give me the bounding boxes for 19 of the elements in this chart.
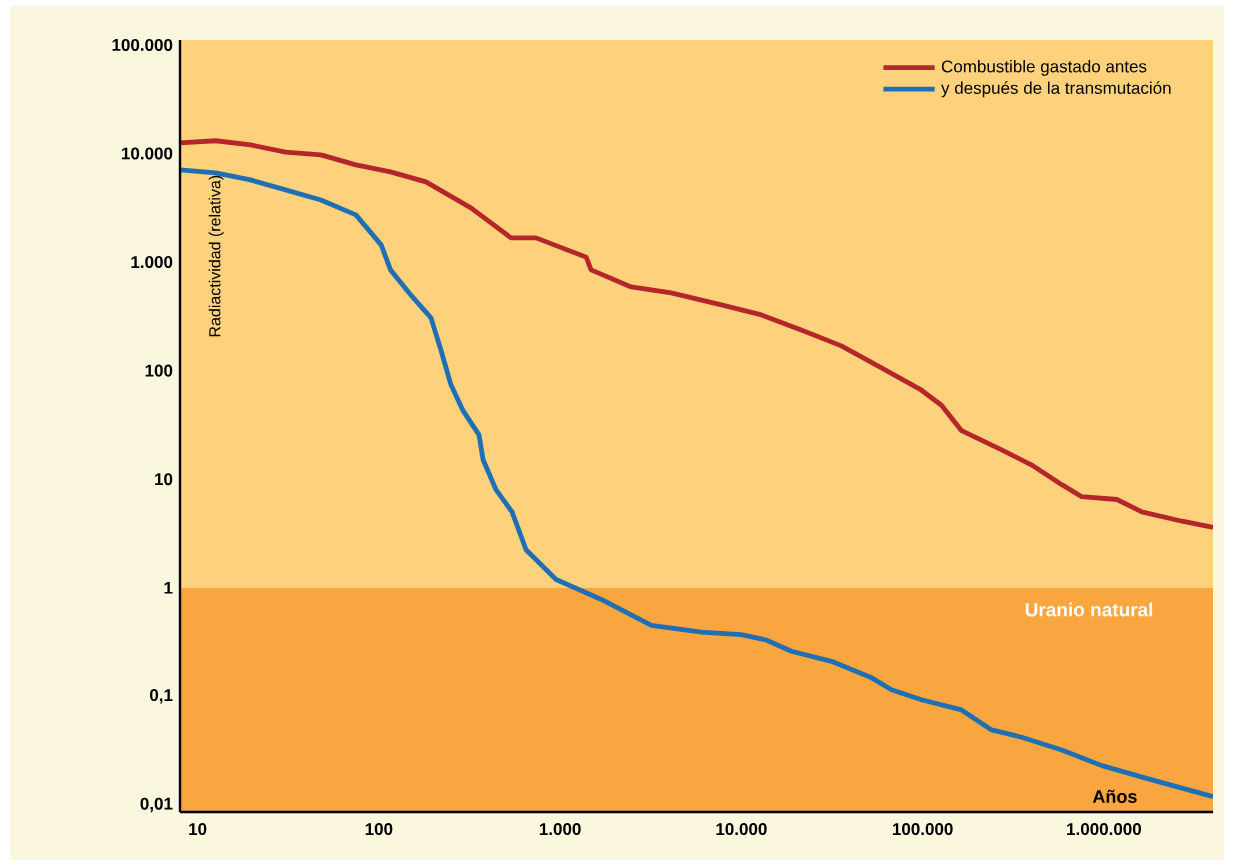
x-tick-label: 1.000 bbox=[539, 823, 581, 836]
x-tick-label: 1.000.000 bbox=[1067, 823, 1141, 836]
y-tick-label: 0,1 bbox=[149, 689, 173, 704]
x-tick-label: 100 bbox=[365, 823, 393, 836]
y-tick-label: 1.000 bbox=[131, 256, 173, 269]
x-tick-label: 10.000 bbox=[716, 823, 767, 836]
legend-label: Combustible gastado antes bbox=[941, 59, 1147, 76]
y-tick-label: 100.000 bbox=[112, 38, 173, 51]
legend-label: y después de la transmutación bbox=[941, 81, 1171, 98]
y-tick-label: 100 bbox=[145, 364, 173, 377]
band-label: Uranio natural bbox=[1025, 602, 1153, 617]
y-tick-label: 0,01 bbox=[140, 797, 173, 813]
y-tick-label: 10 bbox=[155, 473, 173, 486]
x-tick-label: 100.000 bbox=[892, 823, 953, 836]
x-tick-label: 10 bbox=[189, 823, 207, 836]
x-axis-title: Años bbox=[1092, 789, 1137, 803]
y-tick-label: 10.000 bbox=[122, 147, 173, 160]
y-tick-label: 1 bbox=[164, 581, 173, 594]
y-axis-title: Radiactividad (relativa) bbox=[208, 175, 224, 337]
